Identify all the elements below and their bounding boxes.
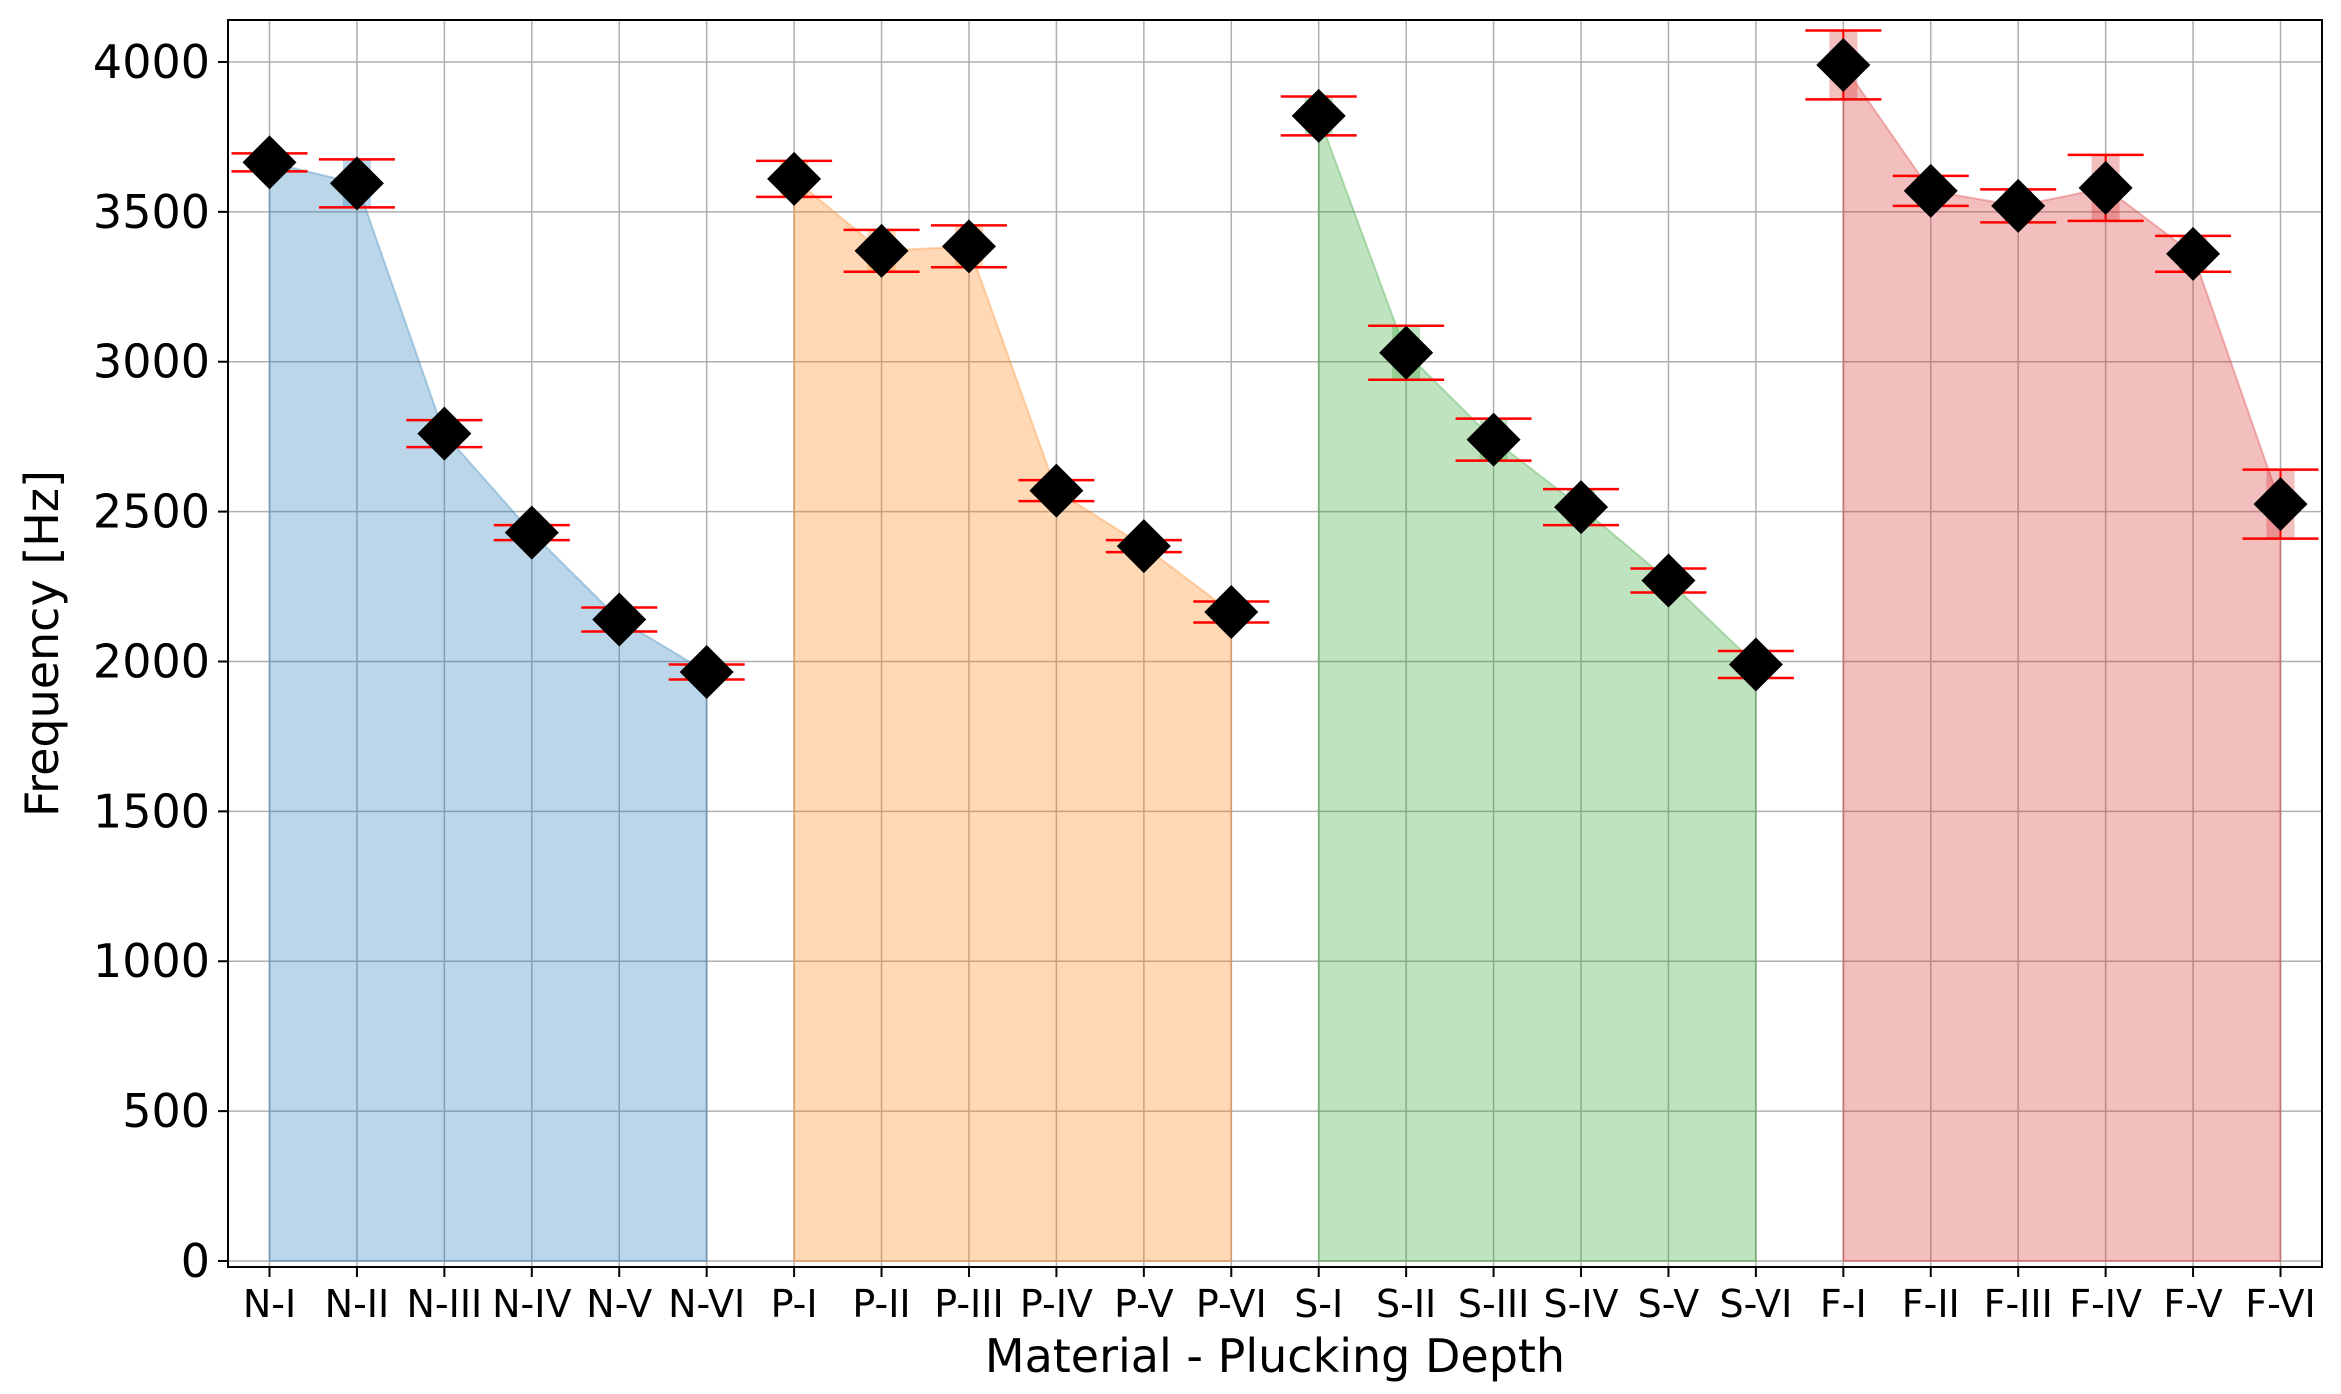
x-tick-label: N-V <box>586 1282 652 1326</box>
data-point-marker <box>2253 477 2308 532</box>
data-point-marker <box>941 219 996 274</box>
series-area <box>793 176 1233 1262</box>
plot-frame <box>227 19 2323 1268</box>
data-point-marker <box>1029 463 1084 518</box>
y-axis-label: Frequency [Hz] <box>15 470 69 817</box>
x-tick-label: P-IV <box>1020 1282 1093 1326</box>
data-point-marker <box>2166 226 2221 281</box>
data-point-marker <box>767 151 822 206</box>
x-tick-label: F-I <box>1820 1282 1867 1326</box>
x-tick-label: N-VI <box>668 1282 745 1326</box>
data-point-marker <box>1466 412 1521 467</box>
y-tick-label: 2500 <box>93 485 210 539</box>
x-tick-label: P-III <box>934 1282 1003 1326</box>
y-tick-label: 0 <box>181 1234 210 1288</box>
y-tick-label: 2000 <box>93 634 210 688</box>
y-axis-ticks: 0 500 1000 1500 2000 2500 3000 3500 4000 <box>93 35 228 1288</box>
x-tick-label: S-V <box>1638 1282 1700 1326</box>
x-tick-label: P-I <box>771 1282 818 1326</box>
data-point-marker <box>1554 480 1609 535</box>
x-tick-label: N-III <box>406 1282 482 1326</box>
x-tick-label: S-IV <box>1543 1282 1618 1326</box>
x-tick-label: F-V <box>2163 1282 2222 1326</box>
x-tick-label: S-I <box>1294 1282 1343 1326</box>
data-point-marker <box>1204 585 1259 640</box>
x-axis-ticks: N-I N-II N-III N-IV N-V N-VI P-I P-II P-III P-IV P… <box>243 1267 2316 1326</box>
data-point-marker <box>417 406 472 461</box>
y-tick-label: 3500 <box>93 185 210 239</box>
x-tick-label: N-II <box>325 1282 390 1326</box>
y-tick-label: 3000 <box>93 335 210 389</box>
data-point-marker <box>1816 37 1871 92</box>
y-tick-label: 1000 <box>93 934 210 988</box>
data-point-marker <box>1379 325 1434 380</box>
data-point-marker <box>2078 160 2133 215</box>
data-point-marker <box>854 223 909 278</box>
series-area <box>1842 61 2282 1262</box>
x-tick-label: P-VI <box>1196 1282 1267 1326</box>
x-tick-label: N-IV <box>492 1282 571 1326</box>
data-point-marker <box>1116 519 1171 574</box>
data-point-marker <box>679 644 734 699</box>
x-tick-label: P-II <box>852 1282 910 1326</box>
data-point-marker <box>1991 178 2046 233</box>
x-tick-label: F-IV <box>2069 1282 2142 1326</box>
y-tick-label: 500 <box>122 1084 210 1138</box>
data-point-marker <box>592 592 647 647</box>
x-tick-label: S-VI <box>1719 1282 1792 1326</box>
data-point-marker <box>242 135 297 190</box>
data-point-marker <box>1641 553 1696 608</box>
x-axis-label: Material - Plucking Depth <box>985 1329 1565 1383</box>
data-point-marker <box>504 505 559 560</box>
x-tick-label: F-II <box>1902 1282 1960 1326</box>
data-point-marker <box>1728 637 1783 692</box>
x-tick-label: F-III <box>1984 1282 2053 1326</box>
x-tick-label: S-III <box>1458 1282 1529 1326</box>
data-point-marker <box>1291 88 1346 143</box>
x-tick-label: N-I <box>243 1282 296 1326</box>
series-area <box>268 161 708 1262</box>
marker-layer <box>242 37 2308 699</box>
series-area <box>1317 115 1757 1262</box>
x-tick-label: F-VI <box>2245 1282 2316 1326</box>
y-tick-label: 1500 <box>93 784 210 838</box>
fill-layer <box>268 61 2282 1262</box>
data-point-marker <box>1903 163 1958 218</box>
data-point-marker <box>329 156 384 211</box>
y-tick-label: 4000 <box>93 35 210 89</box>
x-tick-label: S-II <box>1376 1282 1436 1326</box>
x-tick-label: P-V <box>1114 1282 1174 1326</box>
